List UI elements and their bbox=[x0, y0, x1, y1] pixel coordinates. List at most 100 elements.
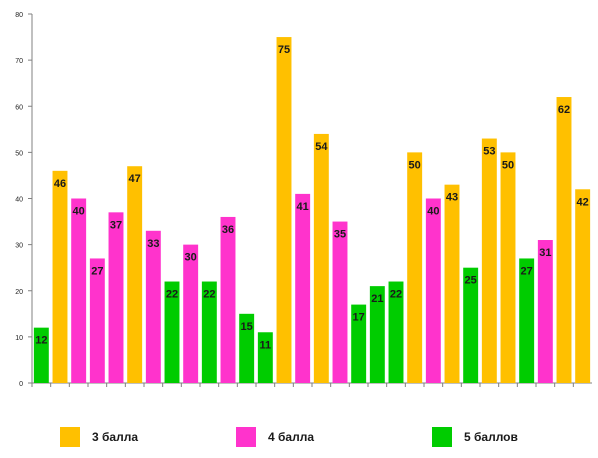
data-label: 15 bbox=[241, 321, 253, 333]
bar bbox=[145, 230, 161, 383]
bar bbox=[313, 133, 329, 383]
legend-label-3-balla: 3 балла bbox=[92, 430, 139, 444]
y-tick-label: 0 bbox=[19, 381, 23, 388]
data-label: 50 bbox=[409, 159, 421, 171]
x-tick-label: 4 bbox=[94, 399, 101, 400]
data-label: 40 bbox=[73, 206, 85, 218]
data-label: 17 bbox=[353, 312, 365, 324]
bar bbox=[108, 212, 124, 383]
bar bbox=[220, 216, 236, 383]
bar bbox=[556, 97, 572, 384]
legend-label-5-ballov: 5 баллов bbox=[464, 430, 518, 444]
bar bbox=[351, 304, 367, 383]
bar bbox=[425, 198, 441, 383]
data-label: 12 bbox=[35, 335, 47, 347]
x-tick-label: 7 bbox=[150, 399, 156, 400]
x-tick-label: 25 bbox=[483, 399, 495, 400]
bar bbox=[71, 198, 87, 383]
x-tick-label: 29 bbox=[558, 399, 570, 400]
legend-item-3-balla: 3 балла bbox=[60, 425, 138, 449]
x-tick-label: 28 bbox=[539, 399, 551, 400]
bar bbox=[519, 258, 535, 383]
legend-swatch-3-balla bbox=[60, 427, 80, 447]
bar bbox=[164, 281, 180, 383]
x-tick-label: 14 bbox=[278, 399, 291, 400]
x-tick-label: 8 bbox=[169, 399, 175, 400]
data-label: 25 bbox=[465, 275, 477, 287]
bar bbox=[500, 152, 516, 383]
x-tick-label: 9 bbox=[188, 399, 194, 400]
x-tick-label: 16 bbox=[315, 399, 327, 400]
bar bbox=[463, 267, 479, 383]
data-label: 33 bbox=[147, 238, 159, 250]
bar bbox=[537, 240, 553, 383]
data-label: 62 bbox=[558, 104, 570, 116]
x-tick-label: 26 bbox=[502, 399, 514, 400]
bar bbox=[201, 281, 217, 383]
x-tick-label: 2 bbox=[57, 399, 63, 400]
bar bbox=[481, 138, 497, 383]
bar bbox=[52, 170, 68, 383]
data-label: 36 bbox=[222, 224, 234, 236]
x-tick-label: 24 bbox=[465, 399, 478, 400]
bar bbox=[127, 166, 143, 383]
bar bbox=[33, 327, 49, 383]
x-tick-label: 12 bbox=[241, 399, 253, 400]
y-tick-label: 10 bbox=[15, 335, 23, 342]
bar-chart: 0102030405060708012146240327437547633722… bbox=[15, 12, 592, 411]
data-label: 53 bbox=[483, 146, 495, 158]
bar bbox=[388, 281, 404, 383]
y-tick-label: 70 bbox=[15, 58, 23, 65]
data-label: 22 bbox=[166, 289, 178, 301]
x-tick-label: 11 bbox=[222, 399, 234, 400]
data-label: 22 bbox=[203, 289, 215, 301]
bar bbox=[295, 193, 311, 383]
x-tick-label: 20 bbox=[390, 399, 402, 400]
data-label: 21 bbox=[371, 293, 383, 305]
bar bbox=[276, 37, 292, 383]
y-tick-label: 40 bbox=[15, 197, 23, 204]
bar bbox=[407, 152, 423, 383]
x-tick-label: 1 bbox=[38, 399, 44, 400]
bar bbox=[444, 184, 460, 383]
data-label: 47 bbox=[129, 173, 141, 185]
legend-swatch-5-ballov bbox=[432, 427, 452, 447]
x-tick-label: 15 bbox=[297, 399, 309, 400]
x-tick-label: 30 bbox=[577, 399, 589, 400]
x-tick-label: 22 bbox=[427, 399, 439, 400]
x-tick-label: 17 bbox=[334, 399, 346, 400]
bar bbox=[89, 258, 105, 383]
bar bbox=[257, 332, 273, 383]
legend-swatch-4-balla bbox=[236, 427, 256, 447]
y-tick-label: 80 bbox=[15, 12, 23, 19]
x-tick-label: 13 bbox=[259, 399, 271, 400]
x-tick-label: 21 bbox=[409, 399, 421, 400]
data-label: 11 bbox=[260, 339, 272, 351]
y-tick-label: 60 bbox=[15, 104, 23, 111]
bar bbox=[575, 189, 591, 383]
x-tick-label: 27 bbox=[521, 399, 533, 400]
x-tick-label: 10 bbox=[203, 399, 215, 400]
bar bbox=[369, 286, 385, 383]
data-label: 37 bbox=[110, 219, 122, 231]
data-label: 27 bbox=[521, 265, 533, 277]
legend-item-5-ballov: 5 баллов bbox=[432, 425, 518, 449]
data-label: 22 bbox=[390, 289, 402, 301]
bar bbox=[332, 221, 348, 383]
x-tick-label: 18 bbox=[353, 399, 365, 400]
bar bbox=[239, 313, 255, 383]
data-label: 40 bbox=[427, 206, 439, 218]
data-label: 27 bbox=[91, 265, 103, 277]
y-tick-label: 50 bbox=[15, 150, 23, 157]
data-label: 54 bbox=[315, 141, 328, 153]
data-label: 41 bbox=[297, 201, 309, 213]
x-tick-label: 3 bbox=[76, 399, 82, 400]
data-label: 46 bbox=[54, 178, 66, 190]
data-label: 35 bbox=[334, 229, 346, 241]
x-tick-label: 6 bbox=[132, 399, 138, 400]
x-tick-label: 5 bbox=[113, 399, 119, 400]
data-label: 43 bbox=[446, 192, 458, 204]
x-tick-label: 19 bbox=[371, 399, 383, 400]
data-label: 42 bbox=[577, 196, 589, 208]
x-tick-label: 23 bbox=[446, 399, 458, 400]
